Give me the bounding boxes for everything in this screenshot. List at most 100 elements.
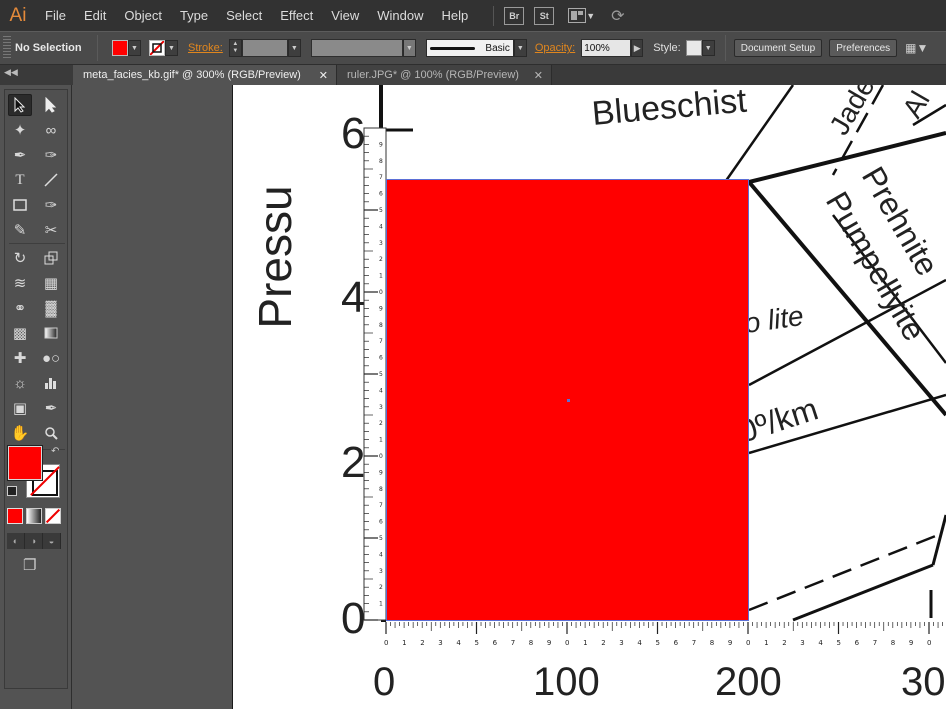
brush-dropdown[interactable]: ▼ [513, 39, 527, 57]
rectangle-tool[interactable] [8, 194, 32, 216]
type-tool[interactable]: T [8, 169, 32, 191]
drawing-modes: ◐ ◑ ◒ [7, 533, 61, 549]
profile-dropdown[interactable]: ▼ [402, 39, 416, 57]
default-fill-stroke-icon[interactable] [7, 486, 17, 496]
ruler-digit: 8 [379, 322, 383, 329]
zoom-tool[interactable] [39, 422, 63, 444]
ruler-digit: 4 [379, 551, 383, 558]
line-segment-icon [44, 173, 58, 187]
ruler-digit: 5 [379, 371, 383, 378]
menu-edit[interactable]: Edit [83, 8, 107, 23]
opacity-slider-button[interactable]: ▶ [631, 39, 644, 57]
ruler-digit: 1 [402, 639, 406, 647]
column-graph-tool[interactable] [39, 372, 63, 394]
shape-builder-tool[interactable]: ⚭ [8, 297, 32, 319]
arrange-documents-button[interactable]: ▼ [568, 8, 595, 23]
opacity-input[interactable]: 100% [581, 39, 632, 57]
draw-behind-icon: ◑ [30, 536, 37, 546]
magic-wand-tool[interactable]: ✦ [8, 119, 32, 141]
gradient-tool[interactable] [39, 322, 63, 344]
sync-settings-icon[interactable]: ⟳ [611, 7, 625, 25]
selection-tool[interactable] [8, 94, 32, 116]
pen-tool[interactable]: ✒ [8, 144, 32, 166]
rotate-tool[interactable]: ↻ [8, 247, 32, 269]
tab-ruler[interactable]: ruler.JPG* @ 100% (RGB/Preview) ✕ [337, 65, 552, 85]
hand-tool[interactable]: ✋ [8, 422, 32, 444]
stock-button[interactable]: St [534, 6, 555, 25]
menu-help[interactable]: Help [441, 8, 469, 23]
pencil-tool[interactable]: ✎ [8, 219, 32, 241]
align-options-icon[interactable]: ▦▼ [905, 41, 929, 55]
fill-color-swatch[interactable] [112, 40, 128, 56]
symbol-sprayer-tool[interactable]: ☼ [8, 372, 32, 394]
width-icon: ≋ [13, 275, 27, 292]
stroke-color-swatch[interactable] [149, 40, 165, 56]
draw-behind-button[interactable]: ◑ [25, 533, 43, 549]
menu-window[interactable]: Window [377, 8, 424, 23]
mesh-tool[interactable]: ▩ [8, 322, 32, 344]
control-bar-grip[interactable] [3, 36, 11, 60]
stroke-label[interactable]: Stroke: [188, 42, 223, 54]
temperature-tick-label: 30 [901, 660, 946, 704]
draw-normal-button[interactable]: ◐ [7, 533, 25, 549]
ruler-digit: 2 [379, 584, 383, 591]
graphic-style-dropdown[interactable]: ▼ [701, 40, 715, 56]
menu-view[interactable]: View [331, 8, 360, 23]
width-tool[interactable]: ≋ [8, 272, 32, 294]
opacity-label[interactable]: Opacity: [534, 42, 576, 54]
ruler-digit: 2 [782, 639, 786, 647]
document-setup-button[interactable]: Document Setup [733, 39, 823, 57]
ruler-digit: 3 [379, 404, 383, 411]
paintbrush-tool[interactable]: ✑ [39, 194, 63, 216]
gradient-icon [44, 327, 58, 339]
stroke-weight-stepper[interactable]: ▲ ▼ [228, 39, 242, 57]
placed-diagram-image: Pressu 6 4 2 0 0 100 200 30 123456789012… [249, 85, 946, 704]
free-transform-tool[interactable]: ▦ [39, 272, 63, 294]
blend-tool[interactable]: ●○ [39, 347, 63, 369]
direct-selection-tool[interactable] [39, 94, 63, 116]
gradient-mode-button[interactable] [26, 508, 42, 524]
slice-tool[interactable]: ✒ [39, 397, 63, 419]
menu-file[interactable]: File [45, 8, 66, 23]
ruler-digit: 8 [379, 158, 383, 165]
graphic-style-swatch[interactable] [685, 40, 702, 56]
curvature-tool[interactable]: ✑ [39, 144, 63, 166]
menu-object[interactable]: Object [124, 8, 162, 23]
lasso-tool[interactable]: ∞ [39, 119, 63, 141]
stroke-weight-field[interactable] [241, 39, 288, 57]
ruler-digit: 0 [379, 289, 383, 296]
perspective-grid-tool[interactable]: ▓ [39, 297, 63, 319]
menu-select[interactable]: Select [226, 8, 263, 23]
menu-type[interactable]: Type [179, 8, 209, 23]
stroke-swatch[interactable] [26, 464, 60, 498]
blend-icon: ●○ [41, 349, 61, 367]
artboard-tool[interactable]: ▣ [8, 397, 32, 419]
tab-meta-facies[interactable]: meta_facies_kb.gif* @ 300% (RGB/Preview)… [73, 65, 337, 85]
swap-fill-stroke-icon[interactable]: ↶ [51, 446, 60, 457]
scale-tool[interactable] [39, 247, 63, 269]
ruler-digit: 1 [379, 437, 383, 444]
bridge-button[interactable]: Br [504, 6, 525, 25]
fill-swatch[interactable] [7, 445, 43, 481]
menu-effect[interactable]: Effect [280, 8, 314, 23]
stroke-dropdown[interactable]: ▼ [165, 40, 178, 56]
close-icon[interactable]: ✕ [533, 69, 543, 82]
line-segment-tool[interactable] [39, 169, 63, 191]
variable-width-profile[interactable] [310, 39, 403, 57]
free-transform-icon: ▦ [43, 275, 59, 292]
none-mode-button[interactable] [45, 508, 61, 524]
collapse-panels-icon[interactable]: ◀◀ [4, 67, 18, 77]
screen-mode-button[interactable]: ❐ [23, 556, 36, 574]
color-mode-button[interactable] [7, 508, 23, 524]
stroke-weight-dropdown[interactable]: ▼ [287, 39, 301, 57]
scissors-tool[interactable]: ✂ [39, 219, 63, 241]
eyedropper-tool[interactable]: ✚ [8, 347, 32, 369]
fill-dropdown[interactable]: ▼ [128, 40, 141, 56]
draw-inside-button[interactable]: ◒ [43, 533, 61, 549]
preferences-button[interactable]: Preferences [829, 39, 898, 57]
close-icon[interactable]: ✕ [318, 69, 328, 82]
brush-definition[interactable]: Basic [425, 39, 514, 57]
control-bar: No Selection ▼ ▼ Stroke: ▲ ▼ ▼ ▼ Basic ▼ … [0, 31, 946, 65]
pasteboard[interactable] [73, 85, 233, 709]
